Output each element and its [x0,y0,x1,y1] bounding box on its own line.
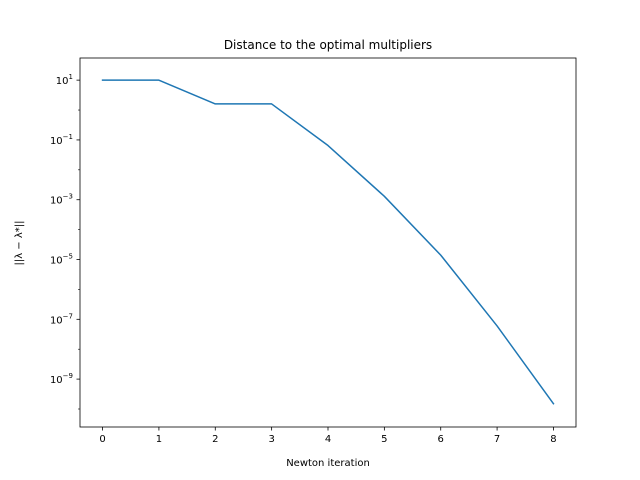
x-tick-label: 0 [99,434,105,445]
y-tick-label: 10−9 [50,372,73,386]
y-tick-label: 101 [56,73,73,87]
x-tick-label: 3 [268,434,274,445]
y-tick-label: 10−3 [50,193,73,207]
x-tick-label: 6 [438,434,444,445]
y-axis-ticks: 101 10−1 10−3 10−5 10−7 10−9 [50,73,80,410]
y-tick-label: 10−5 [50,253,73,267]
y-tick-label: 10−1 [50,133,73,147]
x-tick-label: 7 [494,434,500,445]
y-tick-label: 10−7 [50,312,73,326]
chart-title: Distance to the optimal multipliers [224,38,432,52]
x-axis-ticks: 0 1 2 3 4 5 6 7 8 [99,427,557,445]
x-tick-label: 8 [550,434,556,445]
x-tick-label: 4 [325,434,331,445]
x-tick-label: 5 [381,434,387,445]
y-axis-label: ||λ − λ*|| [14,220,25,265]
x-tick-label: 1 [156,434,162,445]
plot-layer [101,79,555,405]
x-axis-label: Newton iteration [286,458,370,469]
x-tick-label: 2 [212,434,218,445]
